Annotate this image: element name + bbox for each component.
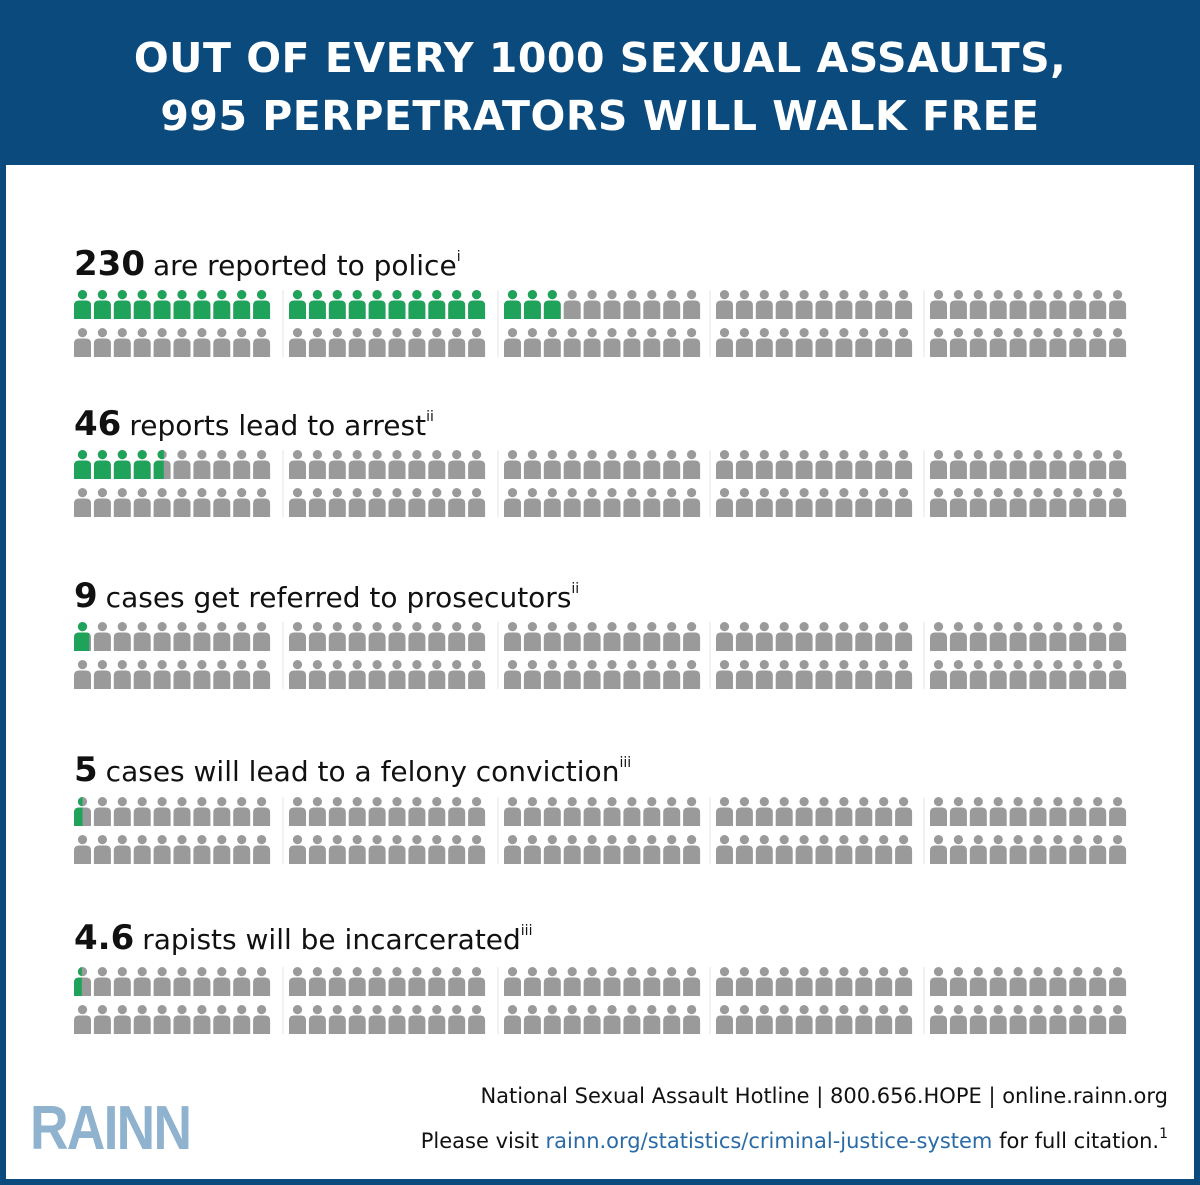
title-line-1: OUT OF EVERY 1000 SEXUAL ASSAULTS, — [133, 34, 1067, 82]
row-text: reports lead to arrest — [129, 409, 427, 442]
row-note: iii — [520, 923, 533, 939]
row-note: ii — [426, 409, 434, 425]
row-text: cases get referred to prosecutors — [105, 581, 572, 614]
row-number: 4.6 — [74, 918, 135, 958]
row-number: 230 — [74, 244, 145, 284]
citation-suffix: for full citation. — [992, 1129, 1160, 1153]
row-note: ii — [571, 581, 580, 597]
row-label-incarcerated: 4.6 rapists will be incarceratediii — [74, 918, 532, 958]
row-number: 46 — [74, 404, 122, 444]
row-note: i — [456, 249, 461, 265]
row-label-reported: 230 are reported to policei — [74, 244, 461, 284]
row-text: rapists will be incarcerated — [142, 923, 521, 956]
row-text: are reported to police — [152, 249, 457, 282]
row-note: iii — [619, 755, 632, 771]
row-label-arrest: 46 reports lead to arrestii — [74, 404, 434, 444]
row-number: 5 — [74, 750, 98, 790]
header: OUT OF EVERY 1000 SEXUAL ASSAULTS, 995 P… — [0, 0, 1200, 165]
row-text: cases will lead to a felony conviction — [105, 755, 620, 788]
hotline-line: National Sexual Assault Hotline | 800.65… — [480, 1084, 1168, 1108]
citation-prefix: Please visit — [420, 1129, 546, 1153]
row-label-prosecutors: 9 cases get referred to prosecutorsii — [74, 576, 579, 616]
rainn-logo: RAINN — [30, 1094, 192, 1163]
citation-line: Please visit rainn.org/statistics/crimin… — [421, 1126, 1168, 1153]
citation-link[interactable]: rainn.org/statistics/criminal-justice-sy… — [545, 1129, 993, 1153]
content-panel — [6, 165, 1194, 1179]
row-number: 9 — [74, 576, 98, 616]
title-line-2: 995 PERPETRATORS WILL WALK FREE — [160, 92, 1040, 140]
row-label-conviction: 5 cases will lead to a felony convictioni… — [74, 750, 631, 790]
citation-note: 1 — [1159, 1126, 1168, 1142]
